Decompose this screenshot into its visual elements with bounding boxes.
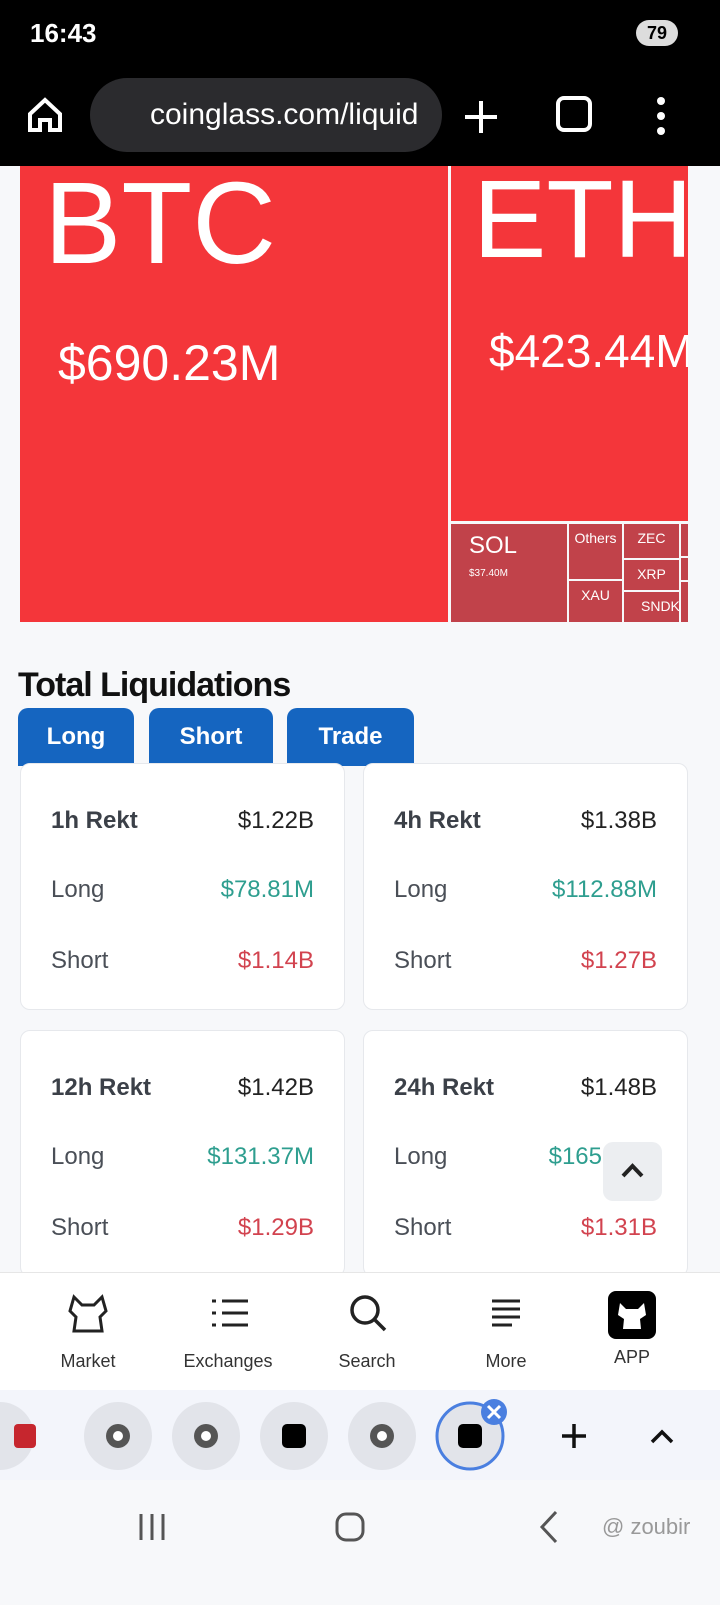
card-total: $1.48B <box>580 1074 657 1101</box>
home-button[interactable] <box>26 96 64 134</box>
tile-label: ZEC <box>637 530 666 546</box>
row-value: $131.37M <box>207 1143 314 1170</box>
bottom-nav: Market Exchanges Search More APP <box>0 1272 720 1390</box>
stat-card: 4h Rekt $1.38B Long $112.88M Short $1.27B <box>363 763 688 1010</box>
card-row: Long $112.88M <box>394 876 657 904</box>
treemap-tile[interactable]: SOL $37.40M <box>451 524 567 622</box>
battery: 79 <box>636 20 678 46</box>
row-label: Short <box>394 1214 452 1241</box>
status-bar: 16:43 79 <box>0 0 720 66</box>
tab-long[interactable]: Long <box>18 708 134 766</box>
row-value: $1.14B <box>237 947 314 974</box>
tab-trade[interactable]: Trade <box>287 708 414 766</box>
new-tab-button[interactable] <box>463 99 499 135</box>
row-value: $1.29B <box>237 1214 314 1241</box>
card-total: $1.42B <box>237 1074 314 1101</box>
tile-label: ETH <box>473 166 688 281</box>
card-title: 1h Rekt <box>51 807 138 834</box>
card-row: Long $165 <box>394 1143 657 1171</box>
card-header: 24h Rekt $1.48B <box>394 1074 657 1102</box>
tile-label: Others <box>574 530 617 546</box>
tab-strip <box>0 1390 720 1480</box>
card-header: 1h Rekt $1.22B <box>51 807 314 835</box>
stat-card: 1h Rekt $1.22B Long $78.81M Short $1.14B <box>20 763 345 1010</box>
card-title: 4h Rekt <box>394 807 481 834</box>
system-nav: @ zoubir <box>0 1480 720 1600</box>
card-title: 24h Rekt <box>394 1074 495 1101</box>
tile-label: XRP <box>637 566 666 582</box>
clock: 16:43 <box>30 18 97 48</box>
card-row: Short $1.14B <box>51 947 314 975</box>
row-label: Long <box>394 876 448 903</box>
tile-label: SNDK <box>641 598 679 614</box>
card-row: Long $78.81M <box>51 876 314 904</box>
treemap-tile[interactable]: XAU <box>569 581 622 622</box>
treemap-tile[interactable]: Others <box>569 524 622 579</box>
nav-item[interactable]: Search <box>338 1351 396 1371</box>
card-row: Short $1.29B <box>51 1214 314 1242</box>
tile-value: $37.40M <box>469 568 508 579</box>
treemap-tile[interactable] <box>681 524 688 556</box>
treemap-tile[interactable] <box>681 558 688 580</box>
tile-value: $423.44M <box>489 325 688 377</box>
nav-item[interactable]: APP <box>613 1347 651 1367</box>
tab-short[interactable]: Short <box>149 708 273 766</box>
row-label: Short <box>51 1214 109 1241</box>
tile-label: XAU <box>581 587 610 603</box>
nav-item[interactable]: More <box>485 1351 527 1371</box>
row-value: $112.88M <box>552 876 657 903</box>
nav-item[interactable]: Exchanges <box>183 1351 273 1371</box>
card-row: Long $131.37M <box>51 1143 314 1171</box>
tabs-button[interactable] <box>556 96 592 132</box>
card-header: 4h Rekt $1.38B <box>394 807 657 835</box>
watermark: @ zoubir <box>602 1514 691 1539</box>
card-total: $1.22B <box>237 807 314 834</box>
treemap-tile[interactable]: ETH $423.44M <box>451 166 688 521</box>
card-row: Short $1.31B <box>394 1214 657 1242</box>
row-value: $165 <box>548 1143 602 1170</box>
row-value: $1.27B <box>580 947 657 974</box>
section-title: Total Liquidations <box>18 666 291 704</box>
row-label: Short <box>394 947 452 974</box>
tile-value: $690.23M <box>58 335 281 391</box>
menu-button[interactable] <box>655 96 667 136</box>
stat-card: 12h Rekt $1.42B Long $131.37M Short $1.29B <box>20 1030 345 1277</box>
nav-item[interactable]: Market <box>60 1351 116 1371</box>
row-label: Short <box>51 947 109 974</box>
scroll-top-button[interactable] <box>603 1142 662 1201</box>
row-label: Long <box>394 1143 448 1170</box>
card-header: 12h Rekt $1.42B <box>51 1074 314 1102</box>
tile-label: SOL <box>469 532 518 559</box>
row-value: $78.81M <box>220 876 314 903</box>
row-label: Long <box>51 876 105 903</box>
treemap-tile[interactable]: BTC $690.23M <box>20 166 448 622</box>
treemap-tile[interactable]: XRP <box>624 560 679 590</box>
card-total: $1.38B <box>580 807 657 834</box>
treemap-tile[interactable] <box>681 582 688 622</box>
row-label: Long <box>51 1143 105 1170</box>
tile-label: BTC <box>44 166 276 288</box>
card-row: Short $1.27B <box>394 947 657 975</box>
treemap-tile[interactable]: ZEC <box>624 524 679 558</box>
treemap-tile[interactable]: SNDK <box>624 592 679 622</box>
row-value: $1.31B <box>580 1214 657 1241</box>
card-title: 12h Rekt <box>51 1074 152 1101</box>
browser-bar: coinglass.com/liquid <box>0 66 720 166</box>
address-bar[interactable]: coinglass.com/liquid <box>90 78 442 152</box>
